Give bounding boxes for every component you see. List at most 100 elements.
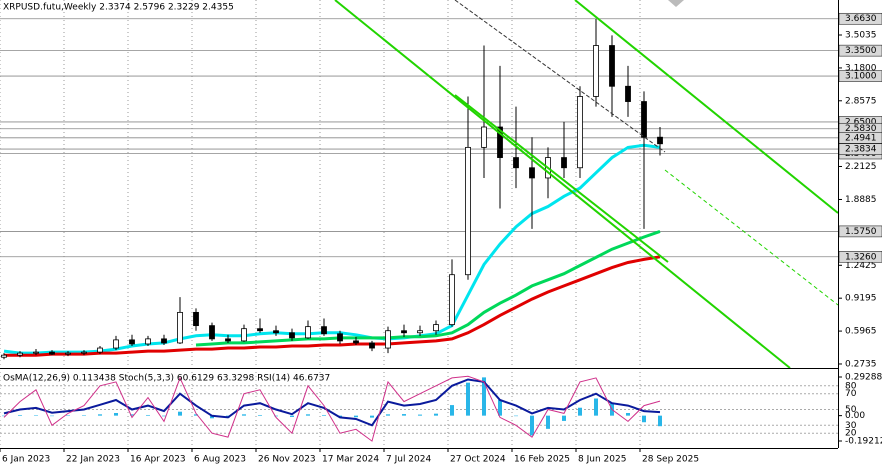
candle-body <box>513 157 519 169</box>
y-tick-label: 3.1800 <box>845 63 877 73</box>
osc-y2-tick-label: 80 <box>845 381 857 391</box>
level-label-box <box>838 44 882 57</box>
level-label-box <box>838 225 882 238</box>
osma-bar <box>642 415 646 423</box>
osma-bar <box>178 411 182 416</box>
candle-body <box>289 332 295 339</box>
osma-bar <box>466 382 470 416</box>
x-tick-label: 6 Aug 2023 <box>194 455 246 465</box>
y-tick-label: 1.8885 <box>845 195 877 205</box>
candle-body <box>449 274 455 326</box>
osma-bar <box>498 399 502 416</box>
osma-bar <box>34 415 38 416</box>
osma-bar <box>306 414 310 416</box>
level-label-box <box>838 70 882 82</box>
level-label-box <box>838 132 882 144</box>
candle-body <box>465 146 471 276</box>
trend-line <box>664 169 839 306</box>
candle-body <box>1 354 7 358</box>
candle-body <box>161 338 167 344</box>
level-label: 2.4941 <box>845 133 877 143</box>
osma-bar <box>514 415 518 417</box>
candle-body <box>337 333 343 342</box>
candle-body <box>273 330 279 334</box>
level-label: 2.3834 <box>845 145 877 155</box>
candle-body <box>225 338 231 342</box>
osma-bar <box>546 415 550 429</box>
osma-bar <box>194 414 198 416</box>
oscillator-line <box>3 378 661 427</box>
osma-bar <box>2 415 6 417</box>
osc-tick-label: -0.192124 <box>845 437 882 447</box>
y-tick-label: 0.5965 <box>845 327 877 337</box>
candle-body <box>321 326 327 335</box>
candle-body <box>241 328 247 342</box>
candle-body <box>657 136 663 145</box>
plot <box>0 0 838 448</box>
osma-bar <box>290 415 294 417</box>
osma-bar <box>130 414 134 416</box>
chart-title: XRPUSD.futu,Weekly 2.3374 2.5796 2.3229 … <box>3 3 234 13</box>
candle-body <box>529 167 535 179</box>
osc-tick-label: 0.00 <box>845 411 865 421</box>
trend-line <box>574 0 839 214</box>
candle-body <box>625 85 631 102</box>
level-label: 1.3260 <box>845 252 877 262</box>
candle-body <box>385 330 391 349</box>
osc-y2-tick-label: 50 <box>845 405 857 415</box>
osma-bar <box>530 415 534 436</box>
osma-bar <box>482 377 486 416</box>
x-tick-label: 17 Mar 2024 <box>322 455 379 465</box>
level-label: 2.6500 <box>845 117 877 127</box>
y-tick-label: 2.2125 <box>845 162 877 172</box>
candle-body <box>577 96 583 169</box>
y-tick-label: 2.8575 <box>845 96 877 106</box>
candle-body <box>17 352 23 356</box>
candle-body <box>593 45 599 97</box>
trend-line <box>454 0 666 153</box>
osma-bar <box>322 414 326 416</box>
candle-body <box>641 101 647 138</box>
x-tick-label: 28 Sep 2025 <box>642 455 699 465</box>
moving-average <box>3 143 661 355</box>
x-tick-label: 27 Oct 2024 <box>450 455 506 465</box>
level-label: 2.5830 <box>845 124 877 134</box>
osma-bar <box>242 414 246 416</box>
x-tick-label: 8 Jun 2025 <box>578 455 626 465</box>
osma-bar <box>594 398 598 416</box>
oscillator-line <box>3 375 661 442</box>
candle-body <box>417 330 423 334</box>
x-tick-label: 26 Nov 2023 <box>258 455 316 465</box>
osc-tick-label: 0.292888 <box>845 373 882 383</box>
marker <box>668 0 684 7</box>
osma-bar <box>578 407 582 416</box>
osma-bar <box>434 413 438 416</box>
candle-body <box>433 324 439 332</box>
osma-bar <box>258 414 262 416</box>
osma-bar <box>418 414 422 416</box>
candle-body <box>369 342 375 349</box>
candle-body <box>65 352 71 355</box>
candle-body <box>33 351 39 354</box>
trend-line <box>334 0 791 369</box>
candle-body <box>145 338 151 345</box>
candle-body <box>81 351 87 354</box>
candle-body <box>209 325 215 340</box>
osma-bar <box>50 415 54 417</box>
osma-bar <box>162 415 166 417</box>
moving-average <box>4 255 661 357</box>
candle-body <box>353 340 359 344</box>
osma-bar <box>658 415 662 427</box>
candle-body <box>481 126 487 148</box>
candle-body <box>49 351 55 355</box>
osma-bar <box>274 415 278 417</box>
y-tick-label: 0.2735 <box>845 359 877 369</box>
candle-body <box>129 339 135 345</box>
osma-bar <box>98 414 102 416</box>
candle-body <box>609 45 615 87</box>
osma-bar <box>626 413 630 416</box>
oscillator-title: OsMA(12,26,9) 0.113438 Stoch(5,3,3) 60.6… <box>3 374 330 384</box>
candle-body <box>113 339 119 349</box>
osma-bar <box>450 405 454 416</box>
